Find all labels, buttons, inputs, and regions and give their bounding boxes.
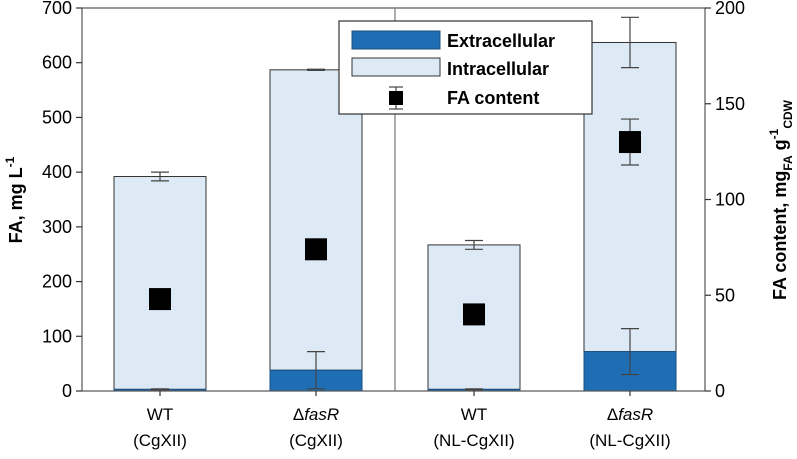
y-right-tick-label-150: 150 <box>715 94 745 114</box>
y-left-tick-label-700: 700 <box>42 0 72 18</box>
y-left-tick-label-300: 300 <box>42 217 72 237</box>
legend-swatch-extracellular <box>351 30 441 50</box>
legend: Extracellular Intracellular FA content <box>338 20 593 115</box>
x-tick-label-4-line2: (NL-CgXII) <box>589 431 670 450</box>
y-left-tick-label-0: 0 <box>62 381 72 401</box>
fa-content-marker-3 <box>463 303 485 326</box>
y-left-tick-label-600: 600 <box>42 53 72 73</box>
y-left-tick-label-400: 400 <box>42 162 72 182</box>
legend-label-extracellular: Extracellular <box>447 31 555 51</box>
x-tick-label-2-line1: ΔfasR <box>293 405 339 424</box>
bar-intracellular-4 <box>583 41 677 353</box>
y-axis-label-left: FA, mg L-1 <box>3 156 26 243</box>
y-right-tick-label-100: 100 <box>715 190 745 210</box>
x-tick-label-1-line2: (CgXII) <box>133 431 187 450</box>
legend-label-fa-content: FA content <box>447 88 539 108</box>
fa-content-marker-2 <box>305 238 327 261</box>
y-left-tick-label-200: 200 <box>42 272 72 292</box>
bar-intracellular-1 <box>113 176 207 390</box>
legend-swatch-intracellular <box>351 57 441 77</box>
fa-content-marker-4 <box>619 131 641 154</box>
y-right-tick-label-50: 50 <box>715 285 735 305</box>
y-left-tick-label-500: 500 <box>42 107 72 127</box>
y-axis-label-right: FA content, mgFA g-1CDW <box>767 99 795 300</box>
y-right-tick-label-200: 200 <box>715 0 745 18</box>
x-tick-label-3-line2: (NL-CgXII) <box>433 431 514 450</box>
bar-intracellular-2 <box>269 69 363 371</box>
y-left-tick-label-100: 100 <box>42 326 72 346</box>
legend-label-intracellular: Intracellular <box>447 59 549 79</box>
y-right-tick-label-0: 0 <box>715 381 725 401</box>
x-tick-label-3-line1: WT <box>461 405 487 424</box>
x-tick-label-1-line1: WT <box>147 405 173 424</box>
x-tick-label-4-line1: ΔfasR <box>607 405 653 424</box>
x-tick-label-2-line2: (CgXII) <box>289 431 343 450</box>
fa-content-marker-1 <box>149 288 171 311</box>
legend-marker-fa-content <box>389 91 403 105</box>
